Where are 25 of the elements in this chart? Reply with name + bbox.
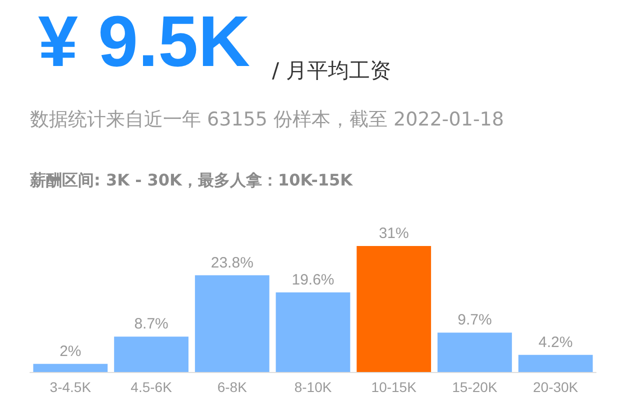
bar [438,332,512,372]
bar [276,292,350,372]
bar [518,354,593,372]
bar [114,336,188,372]
chart-subtitle: / 月平均工资 [272,58,391,82]
x-tick-label: 4.5-6K [130,379,173,395]
x-tick-label: 3-4.5K [50,379,92,395]
chart-title: ¥ 9.5K [38,2,250,82]
x-tick-label: 10-15K [371,379,418,395]
data-label: 2% [60,342,82,360]
x-tick-label: 20-30K [532,379,579,395]
text: 薪酬区间: 3K - 30K，最多人拿：10K-15K [29,170,354,190]
data-label: 31% [378,225,409,242]
data-label: 23.8% [210,254,254,272]
bar [194,275,270,372]
x-tick-label: 6-8K [217,379,248,395]
text: 数据统计来自近一年 63155 份样本，截至 2022-01-18 [30,108,504,130]
data-label: 4.2% [538,334,573,351]
bar [33,364,108,372]
data-label: 8.7% [134,316,168,333]
bar [356,246,432,372]
data-label: 9.7% [458,312,492,329]
x-tick-label: 15-20K [452,379,498,395]
x-tick-label: 8-10K [294,379,332,395]
data-label: 19.6% [292,271,334,288]
